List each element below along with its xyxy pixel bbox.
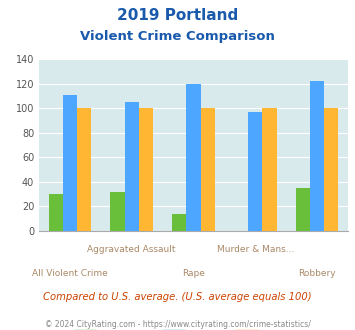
Bar xyxy=(324,109,338,231)
Bar xyxy=(186,84,201,231)
Bar xyxy=(172,214,186,231)
Bar xyxy=(110,192,125,231)
Bar xyxy=(125,102,139,231)
Bar xyxy=(49,194,63,231)
Text: 2019 Portland: 2019 Portland xyxy=(117,8,238,23)
Text: © 2024 CityRating.com - https://www.cityrating.com/crime-statistics/: © 2024 CityRating.com - https://www.city… xyxy=(45,320,310,329)
Bar xyxy=(262,109,277,231)
Text: Murder & Mans...: Murder & Mans... xyxy=(217,245,294,254)
Text: Violent Crime Comparison: Violent Crime Comparison xyxy=(80,30,275,43)
Text: All Violent Crime: All Violent Crime xyxy=(32,269,108,278)
Bar xyxy=(248,112,262,231)
Text: Compared to U.S. average. (U.S. average equals 100): Compared to U.S. average. (U.S. average … xyxy=(43,292,312,302)
Text: Rape: Rape xyxy=(182,269,205,278)
Bar xyxy=(201,109,215,231)
Text: Robbery: Robbery xyxy=(298,269,336,278)
Bar xyxy=(63,95,77,231)
Bar xyxy=(139,109,153,231)
Text: Aggravated Assault: Aggravated Assault xyxy=(87,245,176,254)
Bar xyxy=(77,109,91,231)
Bar xyxy=(296,188,310,231)
Bar xyxy=(310,82,324,231)
Legend: Portland, Texas, National: Portland, Texas, National xyxy=(69,326,318,330)
